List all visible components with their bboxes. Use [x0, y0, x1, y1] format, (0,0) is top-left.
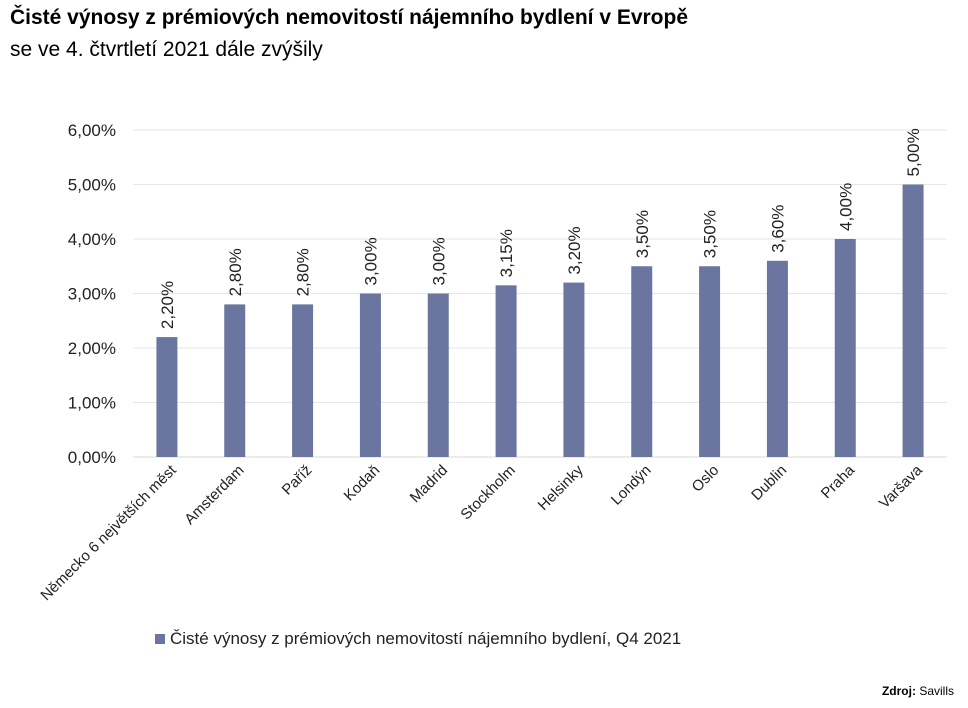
x-tick-label: Helsinky [535, 461, 587, 513]
data-label: 2,20% [158, 281, 177, 329]
y-tick-label: 5,00% [68, 176, 116, 195]
x-tick-label: Amsterdam [181, 462, 247, 528]
bar [224, 304, 246, 457]
bar [631, 266, 653, 457]
data-label: 3,50% [701, 210, 720, 258]
data-label: 3,60% [768, 205, 787, 253]
data-label: 3,00% [361, 237, 380, 285]
legend-label: Čisté výnosy z prémiových nemovitostí ná… [170, 629, 681, 648]
bar [427, 293, 449, 457]
x-tick-label: Stockholm [457, 462, 519, 524]
bar [563, 282, 585, 457]
x-tick-label: Londýn [608, 462, 655, 509]
bar [766, 260, 788, 457]
bar [156, 337, 178, 457]
data-label: 3,50% [633, 210, 652, 258]
y-tick-label: 6,00% [68, 121, 116, 140]
data-label: 4,00% [836, 183, 855, 231]
x-tick-label: Praha [818, 461, 859, 502]
source-label: Zdroj: [881, 684, 916, 698]
x-tick-label: Dublin [748, 462, 790, 504]
y-tick-label: 2,00% [68, 339, 116, 358]
x-tick-label: Oslo [689, 462, 723, 496]
legend-swatch [155, 634, 165, 644]
bar [292, 304, 314, 457]
bar [699, 266, 721, 457]
data-label: 2,80% [294, 248, 313, 296]
x-tick-label: Paříž [279, 462, 316, 499]
bar [834, 239, 856, 457]
chart-subtitle: se ve 4. čtvrtletí 2021 dále zvýšily [10, 38, 323, 61]
y-tick-label: 0,00% [68, 448, 116, 467]
data-label: 2,80% [226, 248, 245, 296]
x-tick-label: Madrid [407, 462, 451, 506]
bar [359, 293, 381, 457]
source-value: Savills [919, 684, 954, 698]
data-label: 3,00% [429, 237, 448, 285]
y-tick-label: 1,00% [68, 394, 116, 413]
y-tick-label: 4,00% [68, 230, 116, 249]
source-note: Zdroj: Savills [882, 684, 954, 698]
data-label: 5,00% [904, 128, 923, 176]
x-tick-label: Kodaň [341, 462, 384, 505]
chart-title: Čisté výnosy z prémiových nemovitostí ná… [10, 6, 689, 29]
x-tick-label: Německo 6 největších měst [37, 461, 180, 604]
bar [902, 184, 924, 457]
data-label: 3,20% [565, 226, 584, 274]
bar [495, 285, 517, 457]
y-tick-label: 3,00% [68, 285, 116, 304]
x-tick-label: Varšava [876, 461, 927, 512]
data-label: 3,15% [497, 229, 516, 277]
